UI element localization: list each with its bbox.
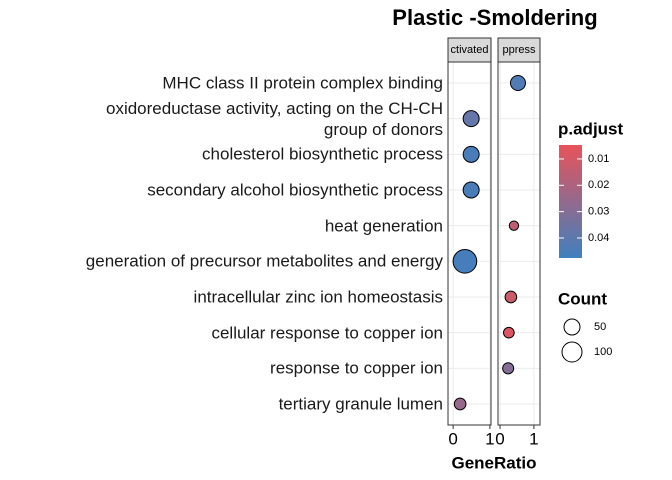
- strip: [497, 37, 541, 63]
- legend-label: 100: [594, 346, 612, 358]
- dot: [502, 362, 515, 375]
- strip-label: ppress: [502, 44, 536, 56]
- y-tick-label: cellular response to copper ion: [211, 323, 443, 343]
- colorbar-label: 0.02: [588, 179, 609, 191]
- y-tick-label: oxidoreductase activity, acting on the C…: [105, 98, 443, 139]
- chart-title: Plastic -Smoldering: [392, 5, 597, 30]
- y-tick-label: tertiary granule lumen: [278, 394, 443, 414]
- dot: [504, 290, 518, 304]
- y-tick-label: intracellular zinc ion homeostasis: [193, 287, 443, 307]
- dot: [453, 397, 467, 411]
- y-tick-label: cholesterol biosynthetic process: [202, 144, 443, 164]
- dot: [503, 326, 515, 339]
- y-tick-label: MHC class II protein complex binding: [162, 73, 443, 93]
- dot: [462, 181, 480, 199]
- y-tick-label: response to copper ion: [270, 358, 443, 378]
- colorbar-label: 0.03: [588, 206, 609, 218]
- strip-label: ctivated: [451, 44, 489, 56]
- colorbar-label: 0.01: [588, 153, 609, 165]
- y-tick-label: generation of precursor metabolites and …: [85, 251, 443, 271]
- dot: [508, 220, 520, 231]
- legend-label: 50: [594, 321, 606, 333]
- legend-title: p.adjust: [558, 119, 624, 138]
- colorbar-label: 0.04: [588, 232, 609, 244]
- dot: [452, 249, 478, 274]
- strip: [447, 37, 492, 63]
- x-tick-label: 0: [495, 429, 504, 448]
- dot: [509, 75, 526, 91]
- y-tick-label: secondary alcohol biosynthetic process: [147, 180, 443, 200]
- legend-dot: [561, 341, 583, 363]
- colorbar: [559, 145, 582, 258]
- dot: [462, 145, 480, 163]
- legend-title: Count: [558, 289, 607, 308]
- x-tick-label: 0: [448, 429, 457, 448]
- x-tick-label: 1: [529, 429, 538, 448]
- dot: [462, 110, 480, 128]
- x-axis-label: GeneRatio: [451, 453, 536, 472]
- x-tick-label: 1: [485, 429, 494, 448]
- legend-dot: [563, 318, 581, 336]
- y-tick-label: heat generation: [324, 216, 443, 236]
